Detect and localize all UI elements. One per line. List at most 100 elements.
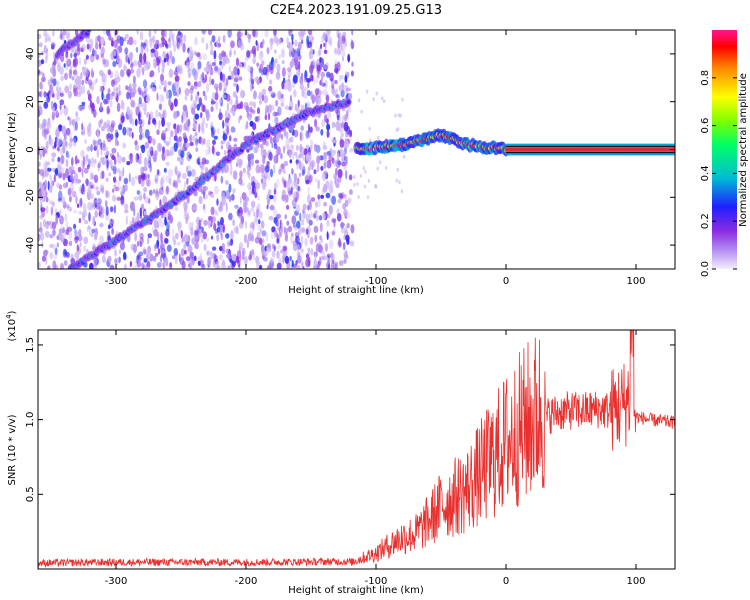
x-tick-label: -100 — [365, 276, 388, 287]
noise-speck — [168, 210, 171, 217]
noise-speck — [94, 140, 99, 150]
noise-speck — [253, 211, 256, 217]
noise-speck — [264, 114, 268, 121]
noise-speck — [329, 72, 334, 82]
noise-speck — [114, 30, 119, 35]
noise-speck — [334, 63, 338, 70]
noise-speck — [53, 174, 56, 183]
noise-speck — [46, 122, 52, 130]
noise-speck — [317, 179, 320, 190]
noise-speck — [262, 66, 268, 76]
y-tick-label: 0 — [25, 146, 36, 152]
noise-speck — [63, 260, 68, 266]
noise-speck — [45, 144, 49, 155]
noise-speck — [344, 114, 347, 122]
noise-speck — [172, 111, 178, 120]
noise-speck — [165, 127, 168, 132]
noise-speck — [166, 244, 172, 252]
noise-speck — [302, 165, 306, 175]
noise-speck — [56, 242, 60, 248]
noise-speck — [48, 36, 52, 43]
noise-speck — [74, 57, 79, 67]
noise-speck — [44, 170, 49, 177]
noise-speck — [258, 99, 263, 105]
noise-speck — [86, 164, 90, 170]
noise-speck — [289, 94, 293, 103]
noise-speck — [166, 122, 172, 127]
noise-speck — [113, 39, 118, 48]
noise-speck — [278, 54, 282, 60]
noise-speck — [110, 120, 116, 128]
noise-speck — [291, 33, 294, 42]
noise-speck — [344, 40, 348, 48]
noise-speck — [168, 150, 173, 157]
noise-speck — [190, 93, 193, 102]
noise-speck — [323, 171, 328, 179]
colorbar-label: Normalized spectral amplitude — [738, 73, 749, 227]
noise-speck — [281, 67, 286, 78]
noise-speck — [106, 135, 112, 143]
noise-speck — [57, 164, 61, 175]
noise-speck — [225, 190, 231, 200]
noise-speck — [55, 126, 60, 131]
noise-speck — [38, 233, 41, 242]
noise-speck — [335, 121, 340, 131]
noise-speck — [175, 87, 180, 97]
noise-speck — [334, 108, 339, 114]
noise-speck — [397, 127, 400, 132]
noise-speck — [156, 129, 160, 136]
noise-speck — [75, 75, 81, 86]
noise-speck — [288, 190, 292, 196]
noise-speck — [45, 55, 48, 64]
noise-speck — [191, 168, 196, 177]
noise-speck — [70, 173, 73, 181]
noise-speck — [348, 174, 353, 181]
noise-speck — [301, 168, 305, 177]
noise-speck — [68, 195, 72, 203]
noise-speck — [98, 204, 103, 214]
noise-speck — [242, 61, 247, 69]
noise-speck — [138, 111, 141, 122]
noise-speck — [233, 82, 238, 87]
noise-speck — [230, 194, 235, 201]
noise-speck — [199, 138, 203, 145]
noise-speck — [271, 243, 275, 250]
noise-speck — [201, 137, 204, 146]
noise-speck — [203, 138, 206, 145]
noise-speck — [342, 242, 346, 251]
noise-speck — [111, 195, 117, 202]
noise-speck — [273, 164, 276, 174]
noise-speck — [251, 109, 256, 114]
noise-speck — [39, 124, 44, 130]
noise-speck — [221, 195, 226, 206]
noise-speck — [257, 257, 260, 265]
noise-speck — [296, 106, 301, 115]
noise-speck — [312, 77, 315, 86]
noise-speck — [109, 264, 115, 269]
noise-speck — [98, 120, 102, 128]
noise-speck — [318, 244, 323, 253]
noise-speck — [166, 238, 169, 244]
noise-speck — [247, 34, 252, 40]
noise-speck — [203, 190, 206, 200]
noise-speck — [51, 106, 56, 112]
noise-speck — [224, 122, 230, 128]
noise-speck — [38, 161, 41, 167]
noise-speck — [205, 149, 210, 156]
colorbar-tick-label: 0.8 — [700, 70, 711, 86]
noise-speck — [83, 58, 87, 65]
noise-speck — [253, 90, 257, 100]
noise-speck — [172, 35, 175, 46]
noise-speck — [250, 249, 255, 256]
noise-speck — [275, 99, 279, 107]
noise-speck — [200, 164, 205, 172]
noise-speck — [268, 85, 273, 92]
noise-speck — [198, 136, 202, 144]
noise-speck — [97, 133, 100, 139]
noise-speck — [62, 144, 66, 154]
x-tick-label: 100 — [626, 276, 645, 287]
noise-speck — [232, 91, 237, 98]
noise-speck — [69, 83, 72, 91]
noise-speck — [227, 75, 232, 80]
noise-speck — [140, 203, 145, 210]
